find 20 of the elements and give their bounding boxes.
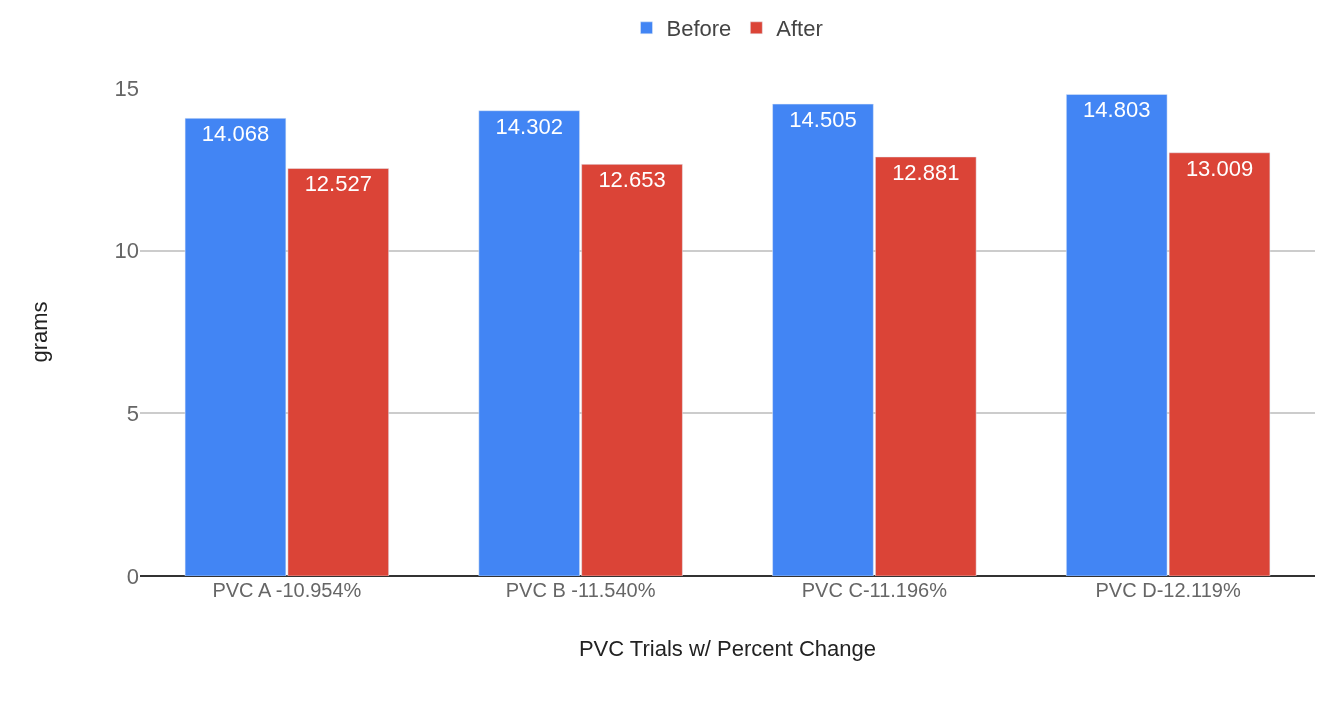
y-tick-label: 0 [126, 563, 139, 589]
x-axis-title: PVC Trials w/ Percent Change [578, 635, 877, 661]
y-tick-label: 10 [114, 238, 139, 264]
y-tick-label: 15 [114, 75, 139, 101]
legend-label: Before [666, 16, 732, 42]
data-label: 14.068 [201, 121, 270, 147]
data-label: 14.302 [495, 113, 563, 139]
data-label: 12.527 [304, 171, 372, 197]
data-label: 13.009 [1185, 155, 1254, 181]
x-tick-label: PVC B -11.540% [505, 579, 656, 601]
legend-label: After [776, 16, 823, 42]
x-tick-label: PVC A -10.954% [212, 579, 362, 601]
x-tick-label: PVC D-12.119% [1095, 579, 1241, 601]
data-label: 14.505 [789, 107, 857, 133]
y-tick-label: 5 [126, 401, 139, 427]
data-label: 12.653 [598, 167, 666, 193]
y-axis-title: grams [27, 301, 53, 363]
data-label: 14.803 [1083, 97, 1151, 123]
data-label: 12.881 [892, 159, 960, 185]
x-tick-label: PVC C-11.196% [801, 579, 948, 601]
